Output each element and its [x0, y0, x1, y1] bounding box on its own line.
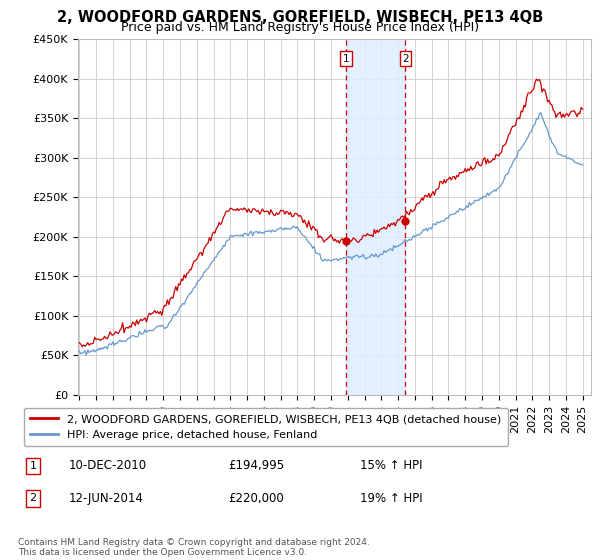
Text: 2, WOODFORD GARDENS, GOREFIELD, WISBECH, PE13 4QB: 2, WOODFORD GARDENS, GOREFIELD, WISBECH,…: [57, 10, 543, 25]
Text: 1: 1: [29, 461, 37, 471]
Legend: 2, WOODFORD GARDENS, GOREFIELD, WISBECH, PE13 4QB (detached house), HPI: Average: 2, WOODFORD GARDENS, GOREFIELD, WISBECH,…: [23, 408, 508, 446]
Text: £194,995: £194,995: [228, 459, 284, 473]
Text: 12-JUN-2014: 12-JUN-2014: [69, 492, 144, 505]
Text: 2: 2: [29, 493, 37, 503]
Bar: [346, 39, 406, 395]
Text: Price paid vs. HM Land Registry's House Price Index (HPI): Price paid vs. HM Land Registry's House …: [121, 21, 479, 34]
Text: 15% ↑ HPI: 15% ↑ HPI: [360, 459, 422, 473]
Text: 1: 1: [343, 54, 350, 64]
Text: 19% ↑ HPI: 19% ↑ HPI: [360, 492, 422, 505]
Text: £220,000: £220,000: [228, 492, 284, 505]
Text: 10-DEC-2010: 10-DEC-2010: [69, 459, 147, 473]
Text: Contains HM Land Registry data © Crown copyright and database right 2024.
This d: Contains HM Land Registry data © Crown c…: [18, 538, 370, 557]
Text: 2: 2: [402, 54, 409, 64]
